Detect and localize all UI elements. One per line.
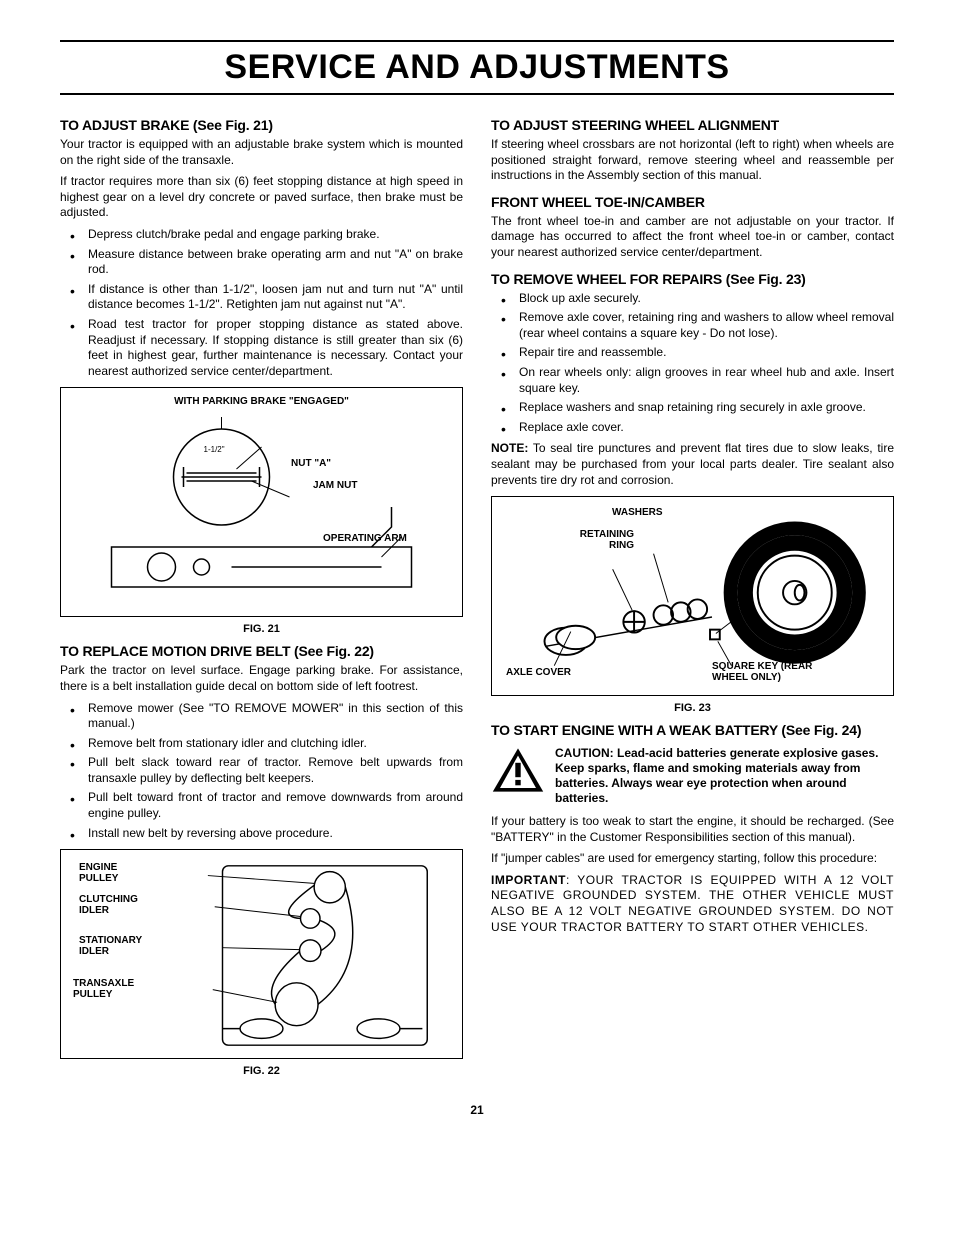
title-rule xyxy=(60,93,894,95)
figure-22: ENGINE PULLEY CLUTCHING IDLER STATIONARY… xyxy=(60,849,463,1059)
wheel-note: NOTE: To seal tire punctures and prevent… xyxy=(491,441,894,488)
fig22-caption: FIG. 22 xyxy=(60,1065,463,1077)
battery-p2: If "jumper cables" are used for emergenc… xyxy=(491,851,894,867)
belt-p1: Park the tractor on level surface. Engag… xyxy=(60,663,463,694)
list-item: Block up axle securely. xyxy=(491,291,894,307)
brake-bullets: Depress clutch/brake pedal and engage pa… xyxy=(60,227,463,379)
fig21-label-jam-nut: JAM NUT xyxy=(313,480,357,491)
list-item: On rear wheels only: align grooves in re… xyxy=(491,365,894,396)
fig23-label-ring: RETAINING RING xyxy=(554,529,634,551)
warning-icon xyxy=(491,746,545,794)
section-weak-battery: TO START ENGINE WITH A WEAK BATTERY (See… xyxy=(491,722,894,935)
battery-important: IMPORTANT: YOUR TRACTOR IS EQUIPPED WITH… xyxy=(491,873,894,935)
caution-box: CAUTION: Lead-acid batteries generate ex… xyxy=(491,746,894,806)
heading-replace-belt: TO REPLACE MOTION DRIVE BELT (See Fig. 2… xyxy=(60,643,463,659)
brake-p2: If tractor requires more than six (6) fe… xyxy=(60,174,463,221)
wheel-bullets: Block up axle securely. Remove axle cove… xyxy=(491,291,894,436)
list-item: If distance is other than 1-1/2", loosen… xyxy=(60,282,463,313)
section-replace-belt: TO REPLACE MOTION DRIVE BELT (See Fig. 2… xyxy=(60,643,463,1077)
important-label: IMPORTANT xyxy=(491,873,566,887)
fig21-label-operating-arm: OPERATING ARM xyxy=(323,533,413,544)
list-item: Remove belt from stationary idler and cl… xyxy=(60,736,463,752)
fig21-caption: FIG. 21 xyxy=(60,623,463,635)
list-item: Road test tractor for proper stopping di… xyxy=(60,317,463,379)
section-steering: TO ADJUST STEERING WHEEL ALIGNMENT If st… xyxy=(491,117,894,184)
fig22-label-clutching: CLUTCHING IDLER xyxy=(79,894,159,916)
note-label: NOTE: xyxy=(491,441,528,455)
caution-text: CAUTION: Lead-acid batteries generate ex… xyxy=(555,746,894,806)
fig22-label-stationary: STATIONARY IDLER xyxy=(79,935,169,957)
toein-p1: The front wheel toe-in and camber are no… xyxy=(491,214,894,261)
heading-toein: FRONT WHEEL TOE-IN/CAMBER xyxy=(491,194,894,210)
belt-bullets: Remove mower (See "TO REMOVE MOWER" in t… xyxy=(60,701,463,842)
list-item: Pull belt toward front of tractor and re… xyxy=(60,790,463,821)
list-item: Remove axle cover, retaining ring and wa… xyxy=(491,310,894,341)
page-number: 21 xyxy=(60,1103,894,1117)
list-item: Measure distance between brake operating… xyxy=(60,247,463,278)
list-item: Repair tire and reassemble. xyxy=(491,345,894,361)
fig22-label-transaxle: TRANSAXLE PULLEY xyxy=(73,978,153,1000)
fig21-label-nut-a: NUT "A" xyxy=(291,458,331,469)
list-item: Depress clutch/brake pedal and engage pa… xyxy=(60,227,463,243)
fig23-label-key: SQUARE KEY (REAR WHEEL ONLY) xyxy=(712,661,842,683)
fig23-label-axle: AXLE COVER xyxy=(506,667,571,678)
fig21-diagram: 1-1/2" xyxy=(69,407,454,607)
brake-p1: Your tractor is equipped with an adjusta… xyxy=(60,137,463,168)
steering-p1: If steering wheel crossbars are not hori… xyxy=(491,137,894,184)
heading-steering: TO ADJUST STEERING WHEEL ALIGNMENT xyxy=(491,117,894,133)
section-toein: FRONT WHEEL TOE-IN/CAMBER The front whee… xyxy=(491,194,894,261)
figure-23: WASHERS RETAINING RING AXLE COVER SQUARE… xyxy=(491,496,894,696)
right-column: TO ADJUST STEERING WHEEL ALIGNMENT If st… xyxy=(491,111,894,1085)
heading-adjust-brake: TO ADJUST BRAKE (See Fig. 21) xyxy=(60,117,463,133)
list-item: Pull belt slack toward rear of tractor. … xyxy=(60,755,463,786)
figure-21: WITH PARKING BRAKE "ENGAGED" xyxy=(60,387,463,617)
note-text: To seal tire punctures and prevent flat … xyxy=(491,441,894,486)
battery-p1: If your battery is too weak to start the… xyxy=(491,814,894,845)
list-item: Replace washers and snap retaining ring … xyxy=(491,400,894,416)
section-adjust-brake: TO ADJUST BRAKE (See Fig. 21) Your tract… xyxy=(60,117,463,635)
top-rule xyxy=(60,40,894,42)
heading-weak-battery: TO START ENGINE WITH A WEAK BATTERY (See… xyxy=(491,722,894,738)
columns: TO ADJUST BRAKE (See Fig. 21) Your tract… xyxy=(60,111,894,1085)
fig22-label-engine: ENGINE PULLEY xyxy=(79,862,149,884)
heading-remove-wheel: TO REMOVE WHEEL FOR REPAIRS (See Fig. 23… xyxy=(491,271,894,287)
fig23-caption: FIG. 23 xyxy=(491,702,894,714)
list-item: Replace axle cover. xyxy=(491,420,894,436)
fig21-dim: 1-1/2" xyxy=(204,445,225,454)
list-item: Remove mower (See "TO REMOVE MOWER" in t… xyxy=(60,701,463,732)
fig23-label-washers: WASHERS xyxy=(612,507,663,518)
list-item: Install new belt by reversing above proc… xyxy=(60,826,463,842)
section-remove-wheel: TO REMOVE WHEEL FOR REPAIRS (See Fig. 23… xyxy=(491,271,894,715)
page-title: SERVICE AND ADJUSTMENTS xyxy=(60,48,894,87)
left-column: TO ADJUST BRAKE (See Fig. 21) Your tract… xyxy=(60,111,463,1085)
fig21-top-label: WITH PARKING BRAKE "ENGAGED" xyxy=(69,396,454,407)
